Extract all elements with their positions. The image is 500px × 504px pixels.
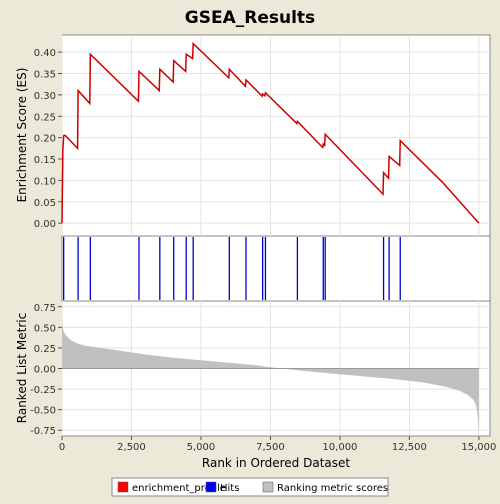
x-axis-label: Rank in Ordered Dataset (202, 456, 350, 470)
es-grid (61, 35, 490, 236)
x-tick-label: 5,000 (187, 442, 216, 453)
legend-label: Ranking metric scores (277, 483, 388, 494)
es-tick-label: 0.15 (34, 155, 56, 166)
es-tick-label: 0.05 (34, 198, 56, 209)
es-y-axis-label: Enrichment Score (ES) (15, 68, 29, 203)
es-tick-label: 0.40 (34, 48, 56, 59)
x-tick-label: 2,500 (117, 442, 146, 453)
ranking-tick-label: 0.00 (34, 365, 56, 376)
ranking-tick-label: -0.25 (30, 385, 56, 396)
legend-label: Hits (220, 483, 239, 494)
es-panel (61, 34, 491, 237)
ranking-y-ticks: 0.75 0.50 0.25 0.00 -0.25 -0.50 -0.75 (30, 303, 62, 437)
x-ticks: 0 2,500 5,000 7,500 10,000 12,500 15,000 (59, 436, 496, 453)
enrichment-profile-polyline (61, 41, 480, 224)
ranking-tick-label: -0.75 (30, 426, 56, 437)
es-tick-label: 0.10 (34, 176, 56, 187)
ranking-tick-label: 0.75 (34, 303, 56, 314)
x-tick-label: 10,000 (322, 442, 357, 453)
ranking-y-axis-label: Ranked List Metric (15, 313, 29, 423)
legend-box (111, 477, 389, 497)
x-tick-label: 12,500 (392, 442, 427, 453)
ranking-metric-fill (62, 320, 479, 433)
ranking-tick-label: 0.25 (34, 344, 56, 355)
enrichment-profile-line (61, 41, 480, 224)
es-tick-label: 0.30 (34, 91, 56, 102)
es-tick-label: 0.35 (34, 69, 56, 80)
ranking-metric-area (62, 320, 479, 433)
es-y-ticks: 0.00 0.05 0.10 0.15 0.20 0.25 0.30 0.35 0.40 (34, 48, 62, 230)
ranking-tick-label: -0.50 (30, 406, 56, 417)
ranking-tick-label: 0.50 (34, 323, 56, 334)
x-tick-label: 7,500 (256, 442, 285, 453)
x-tick-label: 15,000 (461, 442, 496, 453)
x-tick-label: 0 (59, 442, 65, 453)
hits-panel (61, 235, 491, 302)
es-tick-label: 0.20 (34, 134, 56, 145)
legend-label: enrichment_profile (132, 483, 226, 494)
legend-swatch (117, 481, 129, 493)
hit-lines (63, 237, 401, 300)
chart-title: GSEA_Results (185, 8, 315, 28)
legend-swatch (205, 481, 217, 493)
legend-swatch (262, 481, 274, 493)
es-tick-label: 0.00 (34, 219, 56, 230)
es-tick-label: 0.25 (34, 112, 56, 123)
